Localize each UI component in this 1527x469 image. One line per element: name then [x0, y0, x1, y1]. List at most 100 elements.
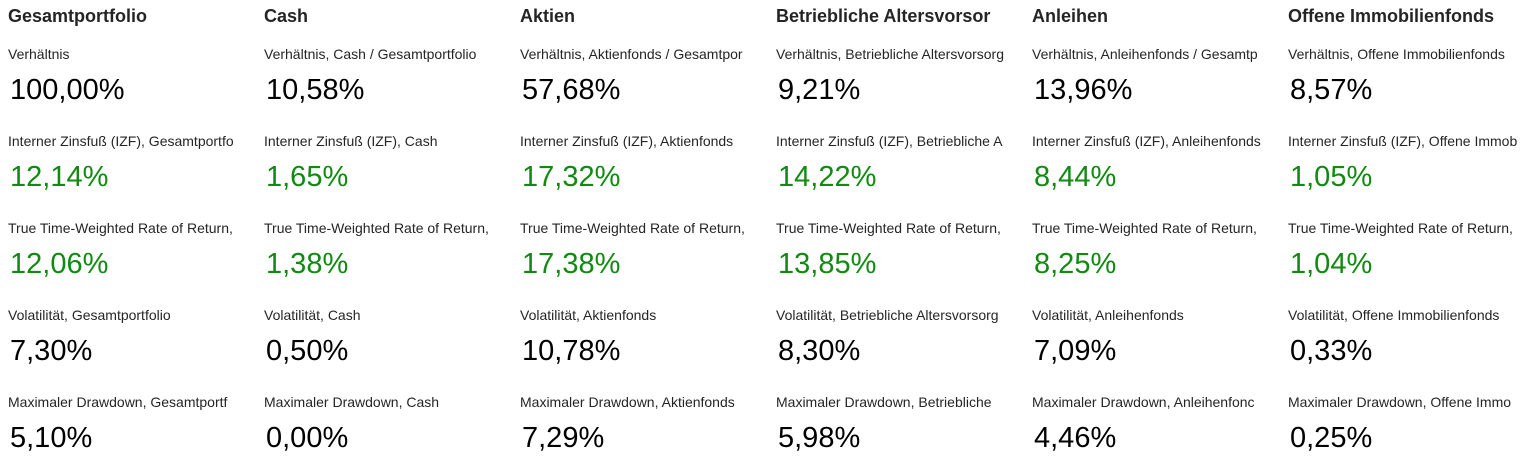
metric-max-drawdown: Maximaler Drawdown, Aktienfonds 7,29% [520, 393, 756, 469]
metric-value: 0,33% [1290, 335, 1373, 367]
metric-label: Volatilität, Aktienfonds [520, 307, 657, 323]
metric-ratio: Verhältnis, Cash / Gesamtportfolio 10,58% [264, 45, 500, 132]
metric-value: 1,05% [1290, 161, 1373, 193]
metric-label: Volatilität, Betriebliche Altersvorsorg [776, 307, 999, 323]
column-title: Betriebliche Altersvorsor [776, 6, 991, 26]
metric-label: Maximaler Drawdown, Gesamtportf [8, 394, 228, 410]
column-title: Cash [264, 6, 309, 26]
metric-label: Volatilität, Gesamtportfolio [8, 307, 171, 323]
metric-volatility: Volatilität, Aktienfonds 10,78% [520, 306, 756, 393]
portfolio-column: Offene Immobilienfonds Verhältnis, Offene… [1288, 0, 1524, 469]
metric-value: 8,25% [1034, 248, 1117, 280]
metric-label: Volatilität, Cash [264, 307, 361, 323]
metric-value: 1,65% [266, 161, 349, 193]
metric-value: 0,00% [266, 422, 349, 454]
metric-irr: Interner Zinsfuß (IZF), Anleihenfonds 8,4… [1032, 132, 1268, 219]
metric-ttwror: True Time-Weighted Rate of Return, 17,38% [520, 219, 756, 306]
metric-volatility: Volatilität, Betriebliche Altersvorsorg 8… [776, 306, 1012, 393]
metric-label: Verhältnis, Cash / Gesamtportfolio [264, 46, 477, 62]
metric-label: True Time-Weighted Rate of Return, [1288, 220, 1513, 236]
metric-value: 10,58% [266, 74, 365, 106]
metric-label: True Time-Weighted Rate of Return, [776, 220, 1001, 236]
portfolio-column: Aktien Verhältnis, Aktienfonds / Gesamtpo… [520, 0, 756, 469]
metric-value: 12,06% [10, 248, 109, 280]
metric-label: True Time-Weighted Rate of Return, [520, 220, 745, 236]
metric-value: 12,14% [10, 161, 109, 193]
metric-volatility: Volatilität, Anleihenfonds 7,09% [1032, 306, 1268, 393]
metric-value: 1,38% [266, 248, 349, 280]
metric-irr: Interner Zinsfuß (IZF), Offene Immob 1,05… [1288, 132, 1524, 219]
metric-value: 5,98% [778, 422, 861, 454]
metric-ratio: Verhältnis, Aktienfonds / Gesamtpor 57,68… [520, 45, 756, 132]
metric-label: Maximaler Drawdown, Betriebliche [776, 394, 992, 410]
metric-label: True Time-Weighted Rate of Return, [264, 220, 489, 236]
metric-label: Interner Zinsfuß (IZF), Anleihenfonds [1032, 133, 1261, 149]
metric-label: Verhältnis, Anleihenfonds / Gesamtp [1032, 46, 1258, 62]
metric-ttwror: True Time-Weighted Rate of Return, 1,38% [264, 219, 500, 306]
metric-label: Interner Zinsfuß (IZF), Offene Immob [1288, 133, 1518, 149]
metric-label: Interner Zinsfuß (IZF), Gesamtportfo [8, 133, 234, 149]
metric-value: 14,22% [778, 161, 877, 193]
portfolio-column: Gesamtportfolio Verhältnis 100,00% Interner… [8, 0, 244, 469]
metric-value: 100,00% [10, 74, 125, 106]
metric-label: Volatilität, Offene Immobilienfonds [1288, 307, 1500, 323]
metric-value: 8,57% [1290, 74, 1373, 106]
metric-value: 17,32% [522, 161, 621, 193]
metric-value: 17,38% [522, 248, 621, 280]
column-title: Anleihen [1032, 6, 1109, 26]
column-title: Offene Immobilienfonds [1288, 6, 1495, 26]
metric-label: Interner Zinsfuß (IZF), Aktienfonds [520, 133, 734, 149]
metric-volatility: Volatilität, Offene Immobilienfonds 0,33% [1288, 306, 1524, 393]
metric-ratio: Verhältnis, Betriebliche Altersvorsorg 9,… [776, 45, 1012, 132]
portfolio-column: Anleihen Verhältnis, Anleihenfonds / Gesa… [1032, 0, 1268, 469]
metric-label: Interner Zinsfuß (IZF), Cash [264, 133, 438, 149]
metric-label: Maximaler Drawdown, Cash [264, 394, 440, 410]
metric-value: 13,85% [778, 248, 877, 280]
metric-irr: Interner Zinsfuß (IZF), Aktienfonds 17,32… [520, 132, 756, 219]
metric-label: Volatilität, Anleihenfonds [1032, 307, 1184, 323]
metric-label: Maximaler Drawdown, Offene Immo [1288, 394, 1512, 410]
metric-max-drawdown: Maximaler Drawdown, Anleihenfonc 4,46% [1032, 393, 1268, 469]
metric-label: Verhältnis, Betriebliche Altersvorsorg [776, 46, 1004, 62]
metric-irr: Interner Zinsfuß (IZF), Betriebliche A 14… [776, 132, 1012, 219]
metric-value: 7,09% [1034, 335, 1117, 367]
metric-ttwror: True Time-Weighted Rate of Return, 12,06% [8, 219, 244, 306]
metric-value: 5,10% [10, 422, 93, 454]
metric-volatility: Volatilität, Cash 0,50% [264, 306, 500, 393]
metric-label: True Time-Weighted Rate of Return, [1032, 220, 1257, 236]
metric-label: Verhältnis [8, 46, 70, 62]
metric-value: 7,29% [522, 422, 605, 454]
metric-label: True Time-Weighted Rate of Return, [8, 220, 233, 236]
metric-irr: Interner Zinsfuß (IZF), Gesamtportfo 12,1… [8, 132, 244, 219]
metric-ttwror: True Time-Weighted Rate of Return, 8,25% [1032, 219, 1268, 306]
metric-ttwror: True Time-Weighted Rate of Return, 1,04% [1288, 219, 1524, 306]
metric-value: 13,96% [1034, 74, 1133, 106]
metric-max-drawdown: Maximaler Drawdown, Cash 0,00% [264, 393, 500, 469]
portfolio-column: Betriebliche Altersvorsor Verhältnis, Bet… [776, 0, 1012, 469]
metric-value: 57,68% [522, 74, 621, 106]
metric-irr: Interner Zinsfuß (IZF), Cash 1,65% [264, 132, 500, 219]
column-title: Gesamtportfolio [8, 6, 148, 26]
metric-label: Verhältnis, Aktienfonds / Gesamtpor [520, 46, 743, 62]
metric-value: 0,25% [1290, 422, 1373, 454]
metric-value: 8,30% [778, 335, 861, 367]
metric-volatility: Volatilität, Gesamtportfolio 7,30% [8, 306, 244, 393]
portfolio-column: Cash Verhältnis, Cash / Gesamtportfolio 10… [264, 0, 500, 469]
metric-max-drawdown: Maximaler Drawdown, Gesamtportf 5,10% [8, 393, 244, 469]
metric-label: Interner Zinsfuß (IZF), Betriebliche A [776, 133, 1003, 149]
metric-value: 7,30% [10, 335, 93, 367]
metric-ttwror: True Time-Weighted Rate of Return, 13,85% [776, 219, 1012, 306]
metric-ratio: Verhältnis 100,00% [8, 45, 244, 132]
metric-value: 8,44% [1034, 161, 1117, 193]
metric-label: Maximaler Drawdown, Anleihenfonc [1032, 394, 1255, 410]
metric-value: 4,46% [1034, 422, 1117, 454]
metric-ratio: Verhältnis, Anleihenfonds / Gesamtp 13,96… [1032, 45, 1268, 132]
metric-max-drawdown: Maximaler Drawdown, Betriebliche 5,98% [776, 393, 1012, 469]
column-title: Aktien [520, 6, 576, 26]
metric-value: 9,21% [778, 74, 861, 106]
metric-max-drawdown: Maximaler Drawdown, Offene Immo 0,25% [1288, 393, 1524, 469]
metric-label: Maximaler Drawdown, Aktienfonds [520, 394, 735, 410]
metric-ratio: Verhältnis, Offene Immobilienfonds 8,57% [1288, 45, 1524, 132]
metric-value: 0,50% [266, 335, 349, 367]
